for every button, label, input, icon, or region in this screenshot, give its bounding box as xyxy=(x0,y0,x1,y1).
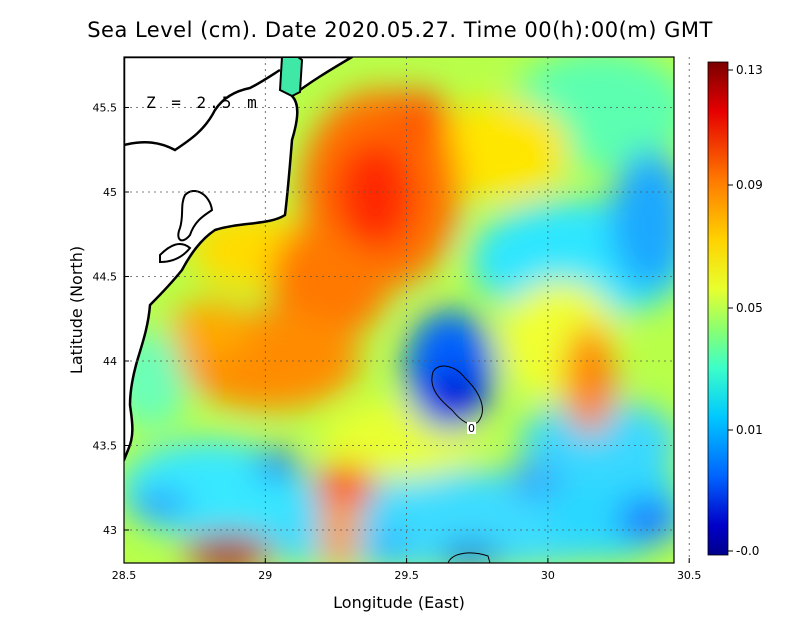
sea-level-field xyxy=(124,57,674,563)
colorbar-label: 0.13 xyxy=(736,63,763,77)
land-coastline xyxy=(124,57,354,462)
zero-contour xyxy=(431,365,483,425)
x-tick-label: 28.5 xyxy=(112,569,137,582)
map-title: Sea Level (cm). Date 2020.05.27. Time 00… xyxy=(87,18,713,42)
y-axis-label: Latitude (North) xyxy=(67,246,86,374)
y-tick-label: 45 xyxy=(103,186,117,199)
depth-label: Z = 2.5 m xyxy=(146,93,260,112)
y-tick-label: 43.5 xyxy=(93,440,118,453)
border-line xyxy=(124,68,281,152)
y-tick-label: 44.5 xyxy=(93,271,118,284)
grid-lines xyxy=(124,57,690,563)
plot-frame xyxy=(123,56,675,564)
x-tick-label: 29 xyxy=(258,569,272,582)
zero-contour-south xyxy=(447,552,491,563)
colorbar xyxy=(707,61,729,556)
y-tick-label: 43 xyxy=(103,524,117,537)
colorbar-label: 0.09 xyxy=(736,178,763,192)
x-tick-label: 30.5 xyxy=(677,569,702,582)
contour-label-box xyxy=(467,422,476,434)
x-tick-label: 29.5 xyxy=(394,569,419,582)
lake xyxy=(177,190,214,242)
x-tick-label: 30 xyxy=(541,569,555,582)
liman xyxy=(278,57,304,98)
y-tick-label: 45.5 xyxy=(93,102,118,115)
y-tick-labels: 43 43.5 44 44.5 45 45.5 xyxy=(93,102,129,537)
colorbar-label: -0.0 xyxy=(736,544,759,558)
x-axis-label: Longitude (East) xyxy=(333,593,465,612)
contour-label: 0 xyxy=(468,422,475,435)
colorbar-label: 0.05 xyxy=(736,301,763,315)
lagoon xyxy=(159,243,192,264)
colorbar-label: 0.01 xyxy=(736,423,763,437)
y-tick-label: 44 xyxy=(103,355,117,368)
colorbar-labels: 0.13 0.09 0.05 0.01 -0.0 xyxy=(728,63,763,558)
